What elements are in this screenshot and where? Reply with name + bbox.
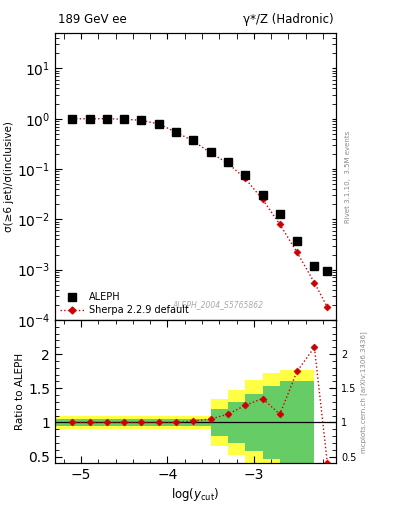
Legend: ALEPH, Sherpa 2.2.9 default: ALEPH, Sherpa 2.2.9 default (60, 292, 189, 315)
Y-axis label: Ratio to ALEPH: Ratio to ALEPH (15, 353, 26, 430)
Text: ALEPH_2004_S5765862: ALEPH_2004_S5765862 (173, 300, 263, 309)
Text: 189 GeV ee: 189 GeV ee (58, 13, 127, 26)
Y-axis label: mcplots.cern.ch [arXiv:1306.3436]: mcplots.cern.ch [arXiv:1306.3436] (360, 331, 367, 453)
Y-axis label: σ(≥6 jet)/σ(inclusive): σ(≥6 jet)/σ(inclusive) (4, 121, 14, 232)
Text: γ*/Z (Hadronic): γ*/Z (Hadronic) (242, 13, 333, 26)
Y-axis label: Rivet 3.1.10,  3.5M events: Rivet 3.1.10, 3.5M events (345, 131, 351, 223)
X-axis label: $\log(y_{\mathrm{cut}})$: $\log(y_{\mathrm{cut}})$ (171, 486, 220, 503)
